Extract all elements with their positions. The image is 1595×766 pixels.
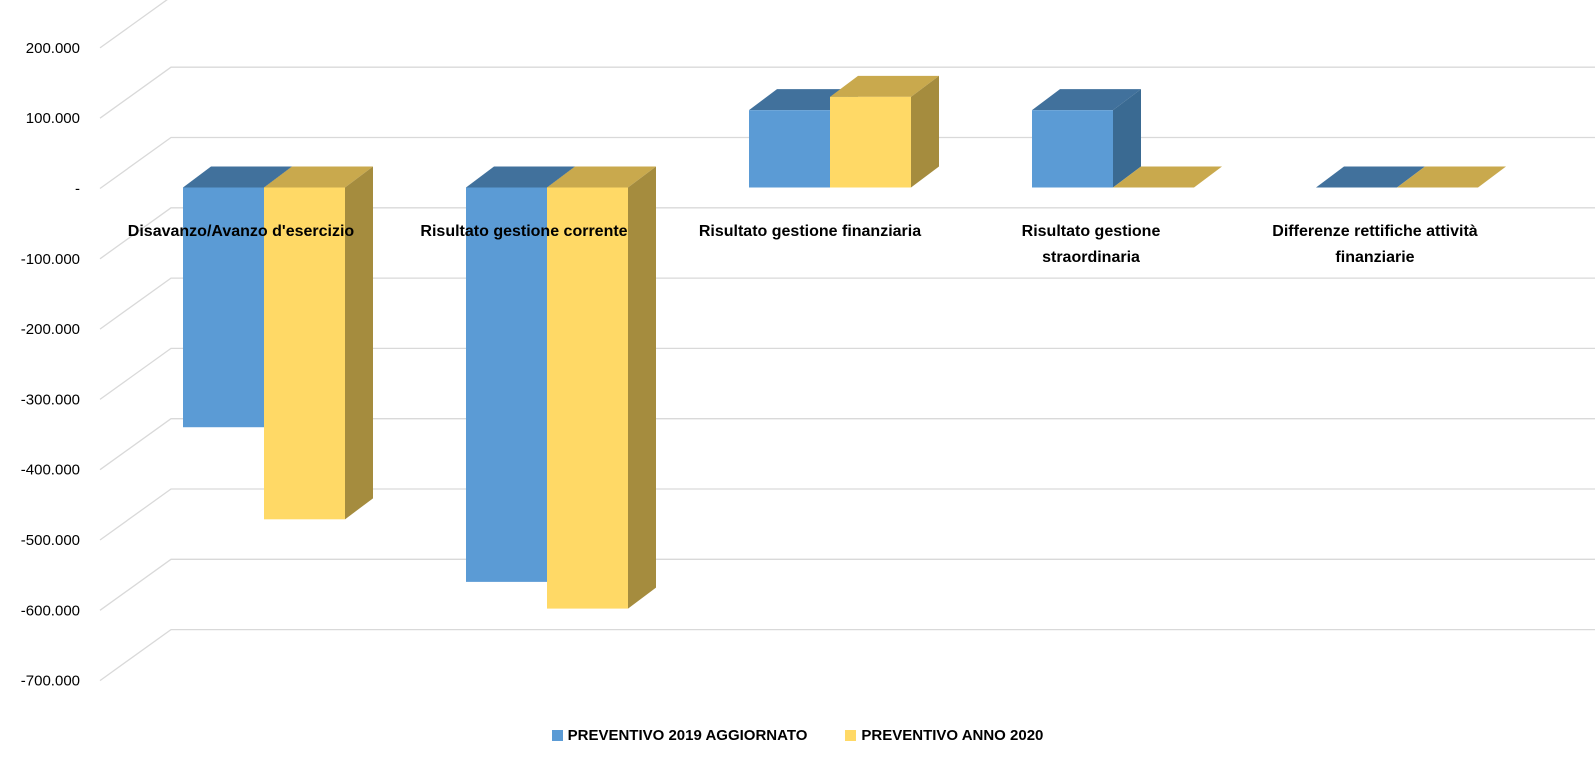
gridline (99, 558, 1595, 611)
bar (1316, 166, 1425, 188)
bar (264, 166, 373, 520)
legend-swatch-series-2 (845, 730, 857, 741)
y-tick-label: -200.000 (21, 321, 80, 338)
bar (547, 166, 656, 609)
y-tick-label: - (75, 181, 80, 198)
legend-label-series-1: PREVENTIVO 2019 AGGIORNATO (567, 727, 808, 744)
bar-front-face (264, 187, 345, 520)
category-labels: Disavanzo/Avanzo d'esercizio Risultato ge… (128, 223, 1478, 266)
bar (830, 75, 939, 188)
bar-top-face (830, 75, 939, 97)
legend-item-series-1: PREVENTIVO 2019 AGGIORNATO (551, 727, 808, 744)
gridline (99, 207, 1595, 260)
bar-top-face (466, 166, 575, 188)
bar-top-face (1032, 89, 1141, 111)
bar-top-face (1316, 166, 1425, 188)
y-tick-label: -700.000 (21, 673, 80, 690)
bar-front-face (749, 110, 830, 188)
gridline (99, 628, 1595, 682)
bar-side-face (911, 75, 939, 188)
y-tick-label: -300.000 (21, 391, 80, 408)
gridline (99, 66, 1595, 119)
legend-swatch-series-1 (551, 730, 563, 741)
bar-side-face (345, 166, 373, 520)
legend-label-series-2: PREVENTIVO ANNO 2020 (861, 727, 1044, 744)
y-axis-ticks: 200.000 100.000 - -100.000 -200.000 -300.000 -… (21, 40, 80, 690)
bars (183, 75, 1506, 609)
gridline (99, 0, 168, 49)
bar-side-face (1113, 89, 1141, 188)
bar-front-face (183, 187, 264, 428)
gridline (99, 277, 1595, 330)
bar-side-face (628, 166, 656, 609)
legend-item-series-2: PREVENTIVO ANNO 2020 (845, 727, 1043, 744)
bar-front-face (830, 96, 911, 188)
bar (1397, 166, 1506, 188)
category-label: Risultato gestione corrente (420, 223, 627, 240)
gridline (99, 418, 1595, 471)
bar-top-face (183, 166, 292, 188)
bar-front-face (466, 187, 547, 582)
y-tick-label: -600.000 (21, 602, 80, 619)
y-tick-label: -500.000 (21, 532, 80, 549)
bar-top-face (547, 166, 656, 188)
bar-top-face (264, 166, 373, 188)
y-tick-label: 200.000 (26, 40, 80, 57)
category-label: Risultato gestione finanziaria (699, 223, 921, 240)
y-tick-label: -100.000 (21, 251, 80, 268)
category-label: Differenze rettifiche attività finanziari… (1272, 223, 1477, 266)
bar-front-face (1032, 110, 1113, 188)
legend: PREVENTIVO 2019 AGGIORNATO PREVENTIVO AN… (0, 727, 1595, 744)
category-label: Disavanzo/Avanzo d'esercizio (128, 223, 355, 240)
gridline (99, 488, 1595, 541)
category-label: Risultato gestione straordinaria (1022, 223, 1161, 266)
bar-top-face (1397, 166, 1506, 188)
y-tick-label: -400.000 (21, 462, 80, 479)
gridline (99, 347, 1595, 400)
bar-top-face (1113, 166, 1222, 188)
bar (1032, 89, 1141, 188)
bar (1113, 166, 1222, 188)
y-tick-label: 100.000 (26, 110, 80, 127)
bar-front-face (547, 187, 628, 609)
